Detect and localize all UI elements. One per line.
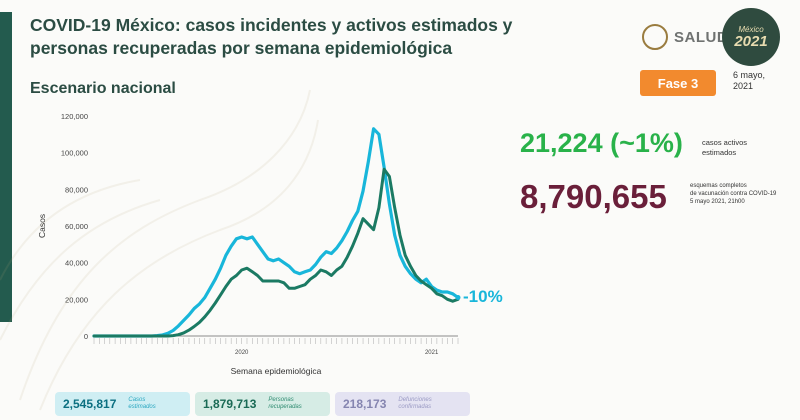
summary-value: 2,545,817 (63, 397, 117, 411)
phase-badge: Fase 3 (640, 70, 716, 96)
summary-box-recovered: 1,879,713 Personas recuperadas (195, 392, 330, 416)
y-tick-label: 60,000 (65, 222, 88, 231)
y-axis-label: Casos (37, 214, 47, 238)
report-date-line2: 2021 (733, 81, 754, 91)
summary-label: Personas recuperadas (268, 397, 301, 411)
change-percent: -10% (463, 287, 503, 306)
watermark-pattern (0, 89, 319, 411)
series-end-point (455, 295, 461, 300)
summary-box-estimated: 2,545,817 Casos estimados (55, 392, 190, 416)
y-tick-label: 120,000 (61, 112, 88, 121)
series-estimated-line (92, 127, 460, 338)
summary-value: 218,173 (343, 397, 387, 411)
vaccination-label-line1: esquemas completos (690, 183, 747, 189)
summary-label: Defunciones confirmadas (398, 397, 431, 411)
summary-label-line1: Personas (268, 397, 294, 403)
page-subtitle: Escenario nacional (30, 80, 176, 97)
vaccination-label: esquemas completos de vacunación contra … (690, 182, 795, 206)
salud-logo-text: SALUD (674, 28, 729, 46)
cases-line-chart: 0 20,000 40,000 60,000 80,000 100,000 120,000 2… (37, 112, 461, 376)
x-axis-label: Semana epidemiológica (231, 366, 322, 376)
summary-label-line2: recuperadas (268, 404, 302, 410)
summary-label-line2: confirmadas (398, 404, 432, 410)
active-cases-label-line2: estimados (702, 148, 737, 157)
report-date-line1: 6 mayo, (733, 70, 766, 80)
mexico-2021-logo: México 2021 (722, 8, 780, 66)
x-year-label: 2020 (235, 350, 249, 356)
active-cases-value: 21,224 (~1%) (520, 128, 683, 158)
active-cases-label-line1: casos activos (702, 138, 748, 147)
summary-label-line2: estimados (128, 404, 156, 410)
report-date: 6 mayo, 2021 (733, 70, 765, 92)
active-cases-label: casos activos estimados (702, 138, 782, 158)
summary-value: 1,879,713 (203, 397, 257, 411)
summary-box-deaths: 218,173 Defunciones confirmadas (335, 392, 470, 416)
summary-label: Casos estimados (128, 397, 155, 411)
salud-logo: SALUD (642, 24, 728, 50)
y-tick-label: 0 (84, 332, 88, 341)
page-title: COVID-19 México: casos incidentes y acti… (30, 15, 513, 58)
summary-label-line1: Casos (128, 397, 146, 403)
y-tick-label: 80,000 (65, 185, 88, 194)
logo-2021-small: México (738, 25, 764, 34)
eagle-seal-icon (642, 24, 668, 50)
logo-2021-year: 2021 (734, 33, 768, 50)
y-tick-label: 20,000 (65, 295, 88, 304)
summary-label-line1: Defunciones (398, 397, 432, 403)
y-tick-label: 40,000 (65, 259, 88, 268)
vaccination-label-line2: de vacunación contra COVID-19 (690, 191, 777, 197)
series-recovered-line (92, 167, 460, 338)
vaccination-label-line3: 5 mayo 2021, 21h00 (690, 199, 745, 205)
x-year-label: 2021 (425, 350, 439, 356)
accent-bar (0, 12, 12, 322)
vaccination-value: 8,790,655 (520, 178, 667, 215)
y-tick-label: 100,000 (61, 149, 88, 158)
